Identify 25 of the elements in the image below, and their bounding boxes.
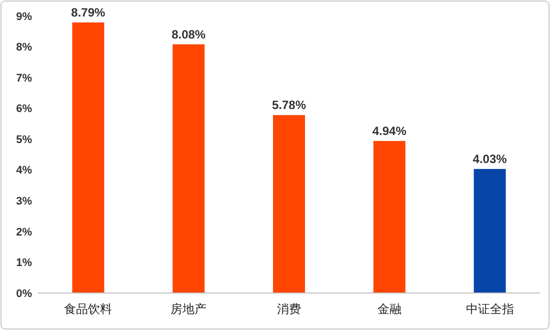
x-tick-label: 金融 — [377, 302, 402, 316]
y-tick-label: 4% — [16, 164, 32, 177]
x-tick-label: 中证全指 — [466, 302, 514, 316]
y-tick-label: 5% — [16, 134, 32, 146]
bar — [474, 168, 506, 293]
x-tick-label: 食品饮料 — [64, 302, 112, 316]
data-label: 8.08% — [172, 27, 206, 42]
y-tick-label: 6% — [16, 103, 32, 116]
data-label: 4.94% — [372, 124, 407, 138]
data-label: 5.78% — [272, 98, 306, 112]
data-label: 8.79% — [71, 5, 106, 20]
y-tick-label: 8% — [16, 42, 32, 54]
data-label: 4.03% — [472, 152, 508, 166]
y-tick-label: 1% — [16, 257, 32, 270]
x-tick-label: 房地产 — [170, 302, 207, 316]
y-tick-label: 3% — [16, 196, 32, 208]
y-tick-label: 0% — [16, 288, 32, 300]
bar — [373, 140, 406, 293]
y-tick-label: 7% — [16, 72, 32, 84]
bar — [172, 44, 205, 293]
x-tick-label: 消费 — [277, 302, 301, 316]
bar — [273, 115, 305, 293]
y-tick-label: 2% — [16, 226, 32, 238]
y-tick-label: 9% — [16, 10, 32, 23]
bar — [72, 22, 104, 293]
